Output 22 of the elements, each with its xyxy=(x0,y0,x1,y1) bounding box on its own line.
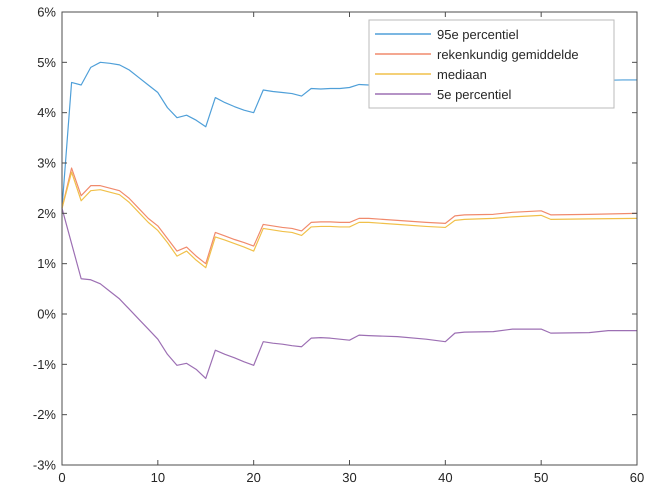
x-tick-label: 60 xyxy=(630,470,644,485)
y-tick-label: -1% xyxy=(32,356,56,372)
x-tick-label: 10 xyxy=(150,470,166,485)
y-tick-label: 3% xyxy=(37,156,56,170)
y-tick-label: 2% xyxy=(37,206,56,221)
x-tick-label: 40 xyxy=(438,470,453,485)
y-tick-label: -3% xyxy=(32,458,56,472)
y-tick-label: 6% xyxy=(37,4,56,20)
y-tick-label: 0% xyxy=(37,306,56,322)
x-tick-label: 20 xyxy=(246,470,261,485)
y-tick-label: -2% xyxy=(32,407,56,422)
x-tick-label: 0 xyxy=(58,470,66,485)
legend-label: rekenkundig gemiddelde xyxy=(437,47,579,62)
y-tick-label: 1% xyxy=(37,256,56,272)
legend-label: mediaan xyxy=(437,67,487,82)
x-tick-label: 30 xyxy=(342,470,357,485)
y-tick-label: 4% xyxy=(37,105,56,120)
legend-label: 5e percentiel xyxy=(437,87,512,102)
x-tick-label: 50 xyxy=(534,470,548,485)
y-tick-label: 5% xyxy=(37,54,56,70)
legend-label: 95e percentiel xyxy=(437,27,519,42)
line-series xyxy=(61,208,638,380)
